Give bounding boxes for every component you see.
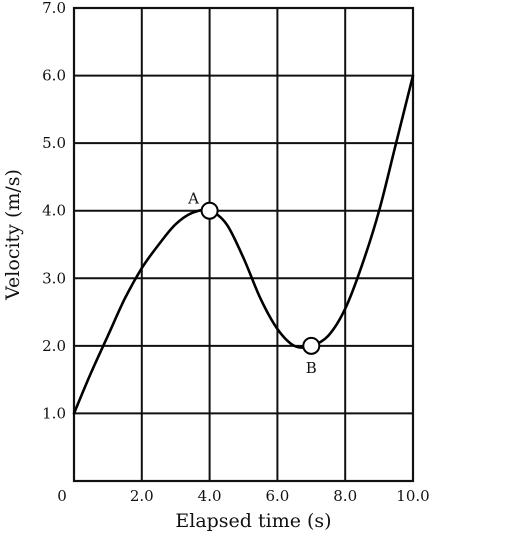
plot-frame [72, 6, 415, 483]
x-tick-label: 8.0 [333, 487, 357, 505]
x-tick-label: 10.0 [396, 487, 429, 505]
y-tick-label: 1.0 [42, 404, 66, 422]
x-tick-label: 6.0 [265, 487, 289, 505]
point-label-a: A [187, 190, 199, 208]
y-tick-label: 6.0 [42, 67, 66, 85]
tick-labels: 0 2.0 4.0 6.0 8.0 10.0 1.0 2.0 3.0 4.0 5.0 6.0 7.0 [42, 0, 430, 505]
velocity-curve [72, 74, 415, 415]
point-marker-a [200, 201, 219, 220]
x-tick-label: 2.0 [130, 487, 154, 505]
y-tick-label: 4.0 [42, 202, 66, 220]
x-axis-title: Elapsed time (s) [175, 510, 331, 532]
point-marker-b [302, 336, 321, 355]
y-tick-label: 2.0 [42, 337, 66, 355]
y-tick-label: 5.0 [42, 134, 66, 152]
grid [74, 8, 413, 481]
y-tick-label: 7.0 [42, 0, 66, 17]
point-label-b: B [306, 359, 317, 377]
labeled-points: AB [187, 190, 321, 377]
y-axis-title: Velocity (m/s) [2, 169, 24, 301]
x-tick-label: 4.0 [198, 487, 222, 505]
y-tick-label: 3.0 [42, 269, 66, 287]
x-tick-label: 0 [57, 487, 67, 505]
